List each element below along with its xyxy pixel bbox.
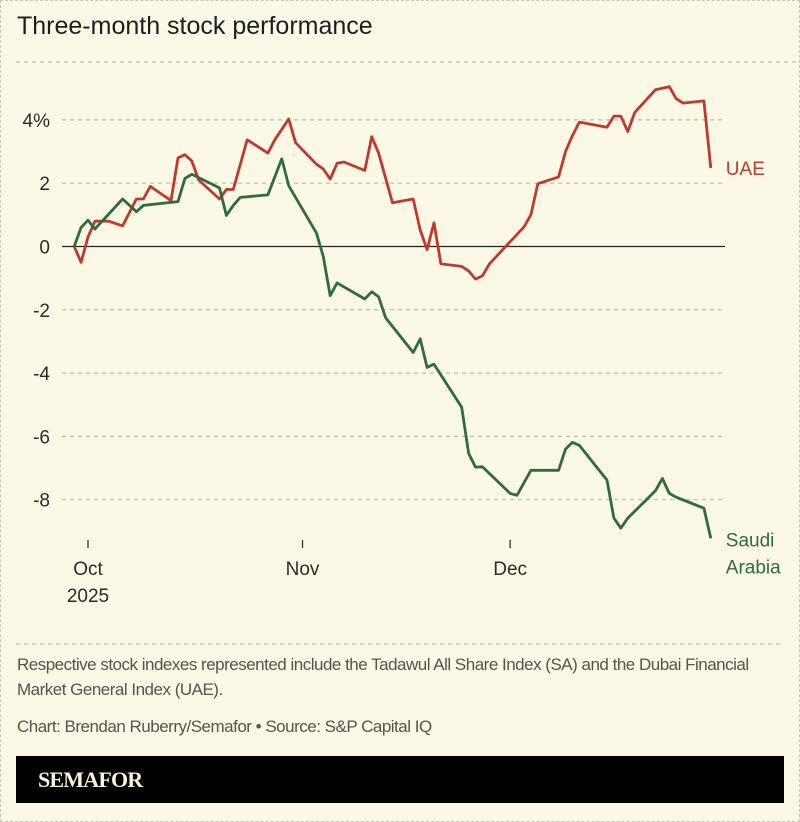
series-label: Saudi Arabia — [726, 530, 781, 578]
y-tick-label: -2 — [33, 301, 50, 322]
chart-title: Three-month stock performance — [17, 12, 373, 40]
footnote: Respective stock indexes represented inc… — [17, 655, 749, 699]
series-line-uae — [72, 85, 713, 281]
x-tick-sublabel: 2025 — [67, 586, 109, 607]
y-tick-label: -6 — [33, 427, 50, 448]
x-tick-label: Dec — [493, 559, 527, 580]
y-tick-label: -4 — [33, 364, 50, 385]
y-tick-label: 2 — [39, 174, 50, 195]
series-label-line: Arabia — [726, 557, 781, 578]
series-label: UAE — [726, 159, 765, 180]
x-tick-label: Oct — [73, 559, 103, 580]
series-line-saudi-arabia — [72, 157, 713, 539]
brand-bar: SEMAFOR — [16, 756, 784, 803]
y-tick-label: 0 — [39, 238, 50, 259]
credit-line: Chart: Brendan Ruberry/Semafor • Source:… — [17, 717, 432, 736]
y-tick-label: -8 — [33, 491, 50, 512]
series-label-line: Saudi — [726, 530, 775, 551]
y-tick-label: 4% — [23, 111, 51, 132]
x-tick-label: Nov — [286, 559, 320, 580]
semafor-logo: SEMAFOR — [38, 767, 143, 792]
